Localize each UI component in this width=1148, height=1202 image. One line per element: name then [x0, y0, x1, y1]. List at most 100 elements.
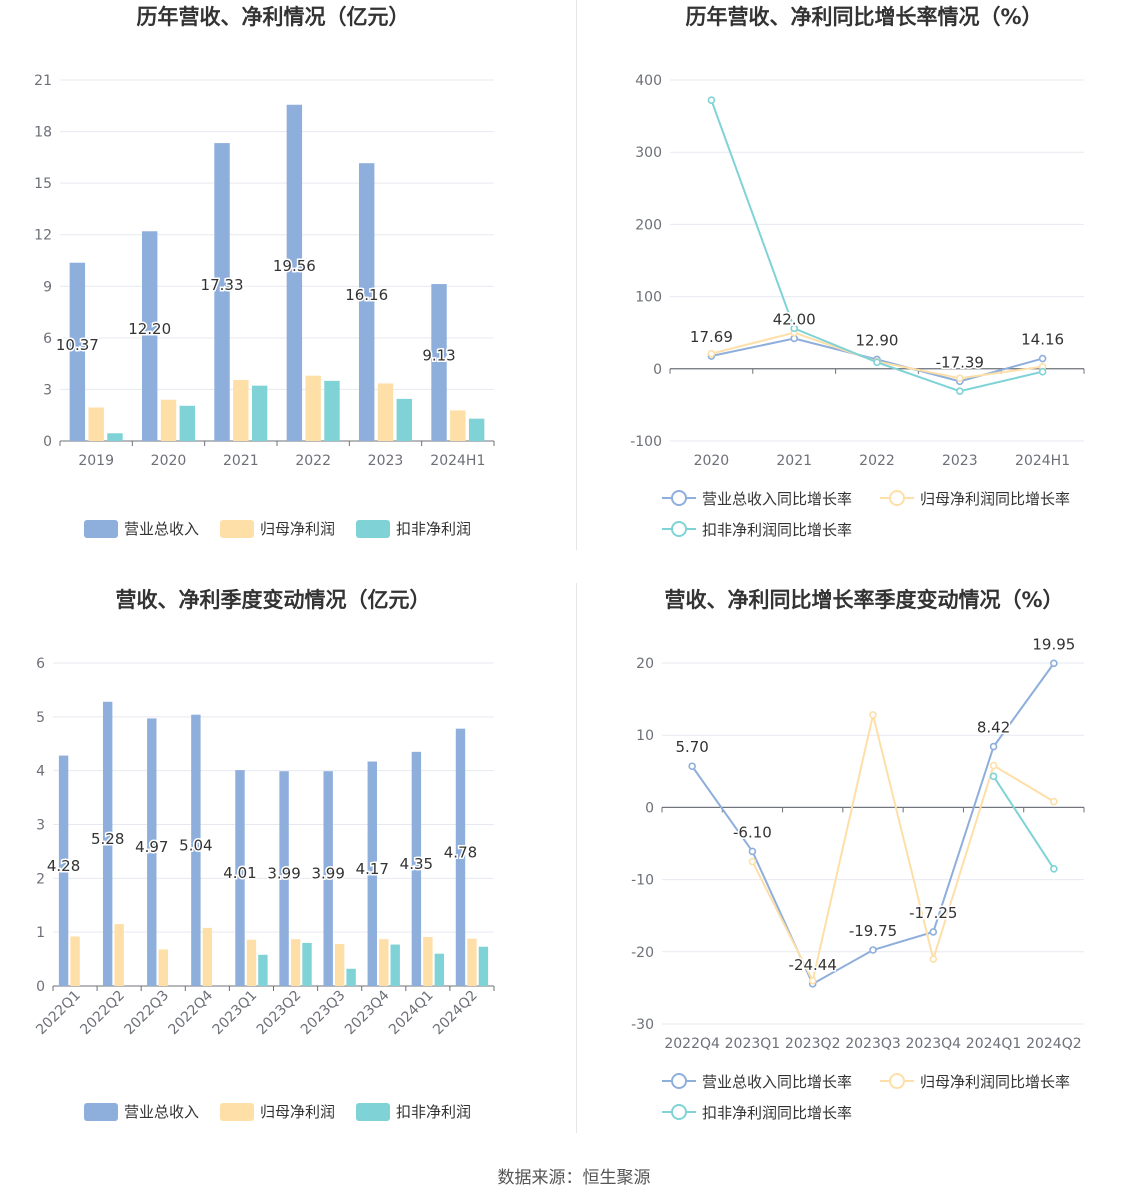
data-label: 5.70: [675, 738, 708, 756]
data-label: 5.28: [91, 830, 124, 848]
legend-swatch: [356, 520, 390, 538]
bar: [70, 936, 80, 986]
data-label: 14.16: [1021, 331, 1064, 349]
bar: [147, 718, 157, 986]
data-point: [707, 349, 716, 358]
data-label: 3.99: [311, 865, 344, 883]
bar: [305, 375, 321, 441]
data-label: 12.90: [856, 331, 899, 349]
data-point: [1050, 864, 1058, 873]
legend-item: 归母净利润: [220, 1103, 335, 1121]
legend-marker: [671, 521, 687, 537]
y-tick-label: 0: [645, 800, 654, 816]
legend-label: 扣非净利润同比增长率: [702, 1104, 852, 1122]
legend-swatch: [220, 1103, 254, 1121]
legend-swatch: [84, 1103, 118, 1121]
data-label: 19.56: [273, 257, 316, 275]
y-tick-label: 0: [653, 362, 662, 378]
chart-title: 营收、净利同比增长率季度变动情况（%）: [664, 588, 1063, 612]
chart-svg: 历年营收、净利情况（亿元） 0 3 6 9 12 15 18 21 2019 2020 2021 202…: [34, 5, 495, 538]
data-label: -6.10: [733, 823, 772, 841]
legend-marker: [889, 1073, 905, 1089]
data-label: 19.95: [1032, 635, 1075, 653]
data-label: 8.42: [977, 719, 1010, 737]
x-tick-label: 2023Q3: [845, 1036, 901, 1052]
data-point: [989, 761, 998, 770]
y-tick-label: -30: [631, 1017, 654, 1033]
bar: [431, 284, 447, 441]
bar: [107, 433, 123, 441]
data-label: 5.04: [179, 836, 212, 854]
bar: [334, 944, 345, 986]
x-tick-label: 2021: [223, 453, 259, 469]
data-point: [869, 946, 877, 954]
data-label: 10.37: [56, 336, 99, 354]
data-label: 12.20: [128, 320, 171, 338]
chart-svg: 营收、净利同比增长率季度变动情况（%） -30 -20 -10 0 10 20 2022Q4 2…: [631, 588, 1085, 1122]
y-tick-label: 5: [36, 710, 45, 726]
chart-title: 历年营收、净利同比增长率情况（%）: [685, 5, 1042, 29]
data-point: [873, 358, 881, 367]
x-tick-label: 2022Q1: [33, 988, 84, 1039]
y-tick-label: 3: [36, 818, 45, 834]
bar: [324, 380, 340, 441]
bar: [233, 379, 249, 441]
data-label: 4.35: [400, 855, 433, 873]
x-tick-label: 2023Q2: [785, 1036, 841, 1052]
bar: [279, 771, 289, 986]
data-point: [1050, 659, 1058, 668]
data-point: [929, 928, 938, 936]
bar: [69, 262, 86, 441]
legend-marker: [671, 1073, 687, 1089]
legend-swatch: [84, 520, 118, 538]
x-tick-label: 2019: [78, 453, 114, 469]
data-label: 42.00: [773, 310, 816, 328]
x-tick-label: 2022: [295, 453, 331, 469]
data-label: 17.33: [201, 276, 244, 294]
x-tick-label: 2023: [942, 453, 978, 469]
y-tick-label: 9: [43, 279, 52, 295]
y-tick-label: 15: [34, 176, 52, 192]
x-tick-label: 2023Q1: [210, 988, 261, 1039]
legend-marker: [671, 1104, 687, 1120]
x-tick-label: 2024Q1: [386, 988, 437, 1039]
data-point: [1038, 367, 1047, 376]
bar: [367, 761, 377, 986]
x-tick-label: 2024Q2: [1026, 1036, 1082, 1052]
x-tick-label: 2021: [776, 453, 812, 469]
data-point: [929, 955, 938, 963]
data-label: 4.17: [356, 860, 389, 878]
x-tick-label: 2024H1: [1015, 453, 1070, 469]
x-tick-label: 2022Q4: [166, 987, 217, 1038]
legend-swatch: [220, 520, 254, 538]
legend-marker: [671, 490, 687, 506]
data-label: -17.25: [909, 904, 957, 922]
legend-label: 扣非净利润同比增长率: [702, 521, 852, 539]
bar: [323, 771, 333, 986]
x-tick-label: 2023Q1: [725, 1036, 781, 1052]
data-label: 9.13: [422, 347, 455, 365]
data-point: [1050, 797, 1058, 806]
data-label: 17.69: [690, 328, 733, 346]
bar: [214, 143, 230, 441]
data-point: [808, 976, 817, 985]
x-tick-label: 2020: [151, 453, 187, 469]
legend-item: 归母净利润同比增长率: [880, 1073, 1070, 1091]
data-point: [1038, 354, 1047, 363]
bar: [102, 701, 113, 986]
bar: [202, 927, 213, 986]
bar: [468, 418, 485, 441]
y-tick-label: 0: [36, 979, 45, 995]
y-tick-label: 10: [636, 728, 654, 744]
bar: [258, 954, 268, 986]
bar: [377, 383, 394, 441]
x-tick-label: 2024H1: [430, 453, 485, 469]
y-tick-label: 200: [635, 217, 662, 233]
bar: [58, 755, 69, 986]
x-tick-label: 2023Q3: [298, 988, 349, 1039]
bar: [286, 104, 303, 442]
y-tick-label: 20: [636, 656, 654, 672]
y-tick-label: 21: [34, 73, 52, 89]
chart-title: 历年营收、净利情况（亿元）: [137, 5, 410, 29]
chart-svg: 营收、净利季度变动情况（亿元） 0 1 2 3 4 5 6 2022Q12022Q22022Q3…: [33, 588, 495, 1121]
